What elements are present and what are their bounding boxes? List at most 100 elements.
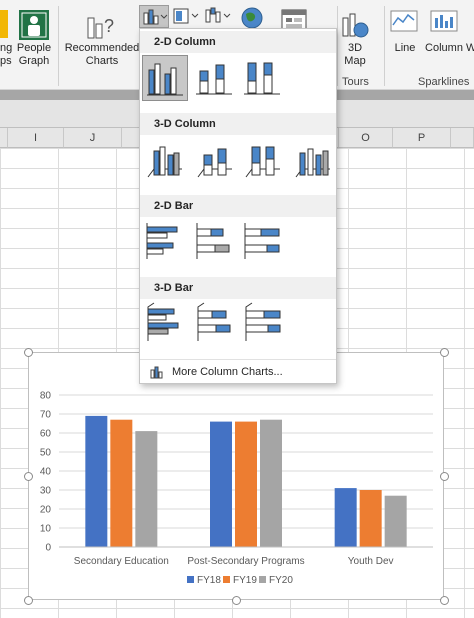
clustered-column-icon xyxy=(147,63,183,96)
column-header-p[interactable]: P xyxy=(393,128,451,148)
stacked-bar-icon xyxy=(196,223,230,259)
legend-swatch-fy19 xyxy=(223,576,230,583)
clustered-column-option[interactable] xyxy=(142,55,188,101)
legend-swatch-fy20 xyxy=(259,576,266,583)
3d-stacked-column-option[interactable] xyxy=(192,139,238,185)
bar-fy20-2[interactable] xyxy=(384,495,407,547)
sparkline-line-button[interactable]: Line xyxy=(390,10,420,56)
3d-100-stacked-column-option[interactable] xyxy=(240,139,286,185)
3d-column-option[interactable] xyxy=(290,139,336,185)
y-tick-label: 40 xyxy=(40,467,52,478)
chart-resize-handle-tl[interactable] xyxy=(24,348,33,357)
waterfall-chart-icon xyxy=(205,7,231,23)
recommended-charts-label: Recommended Charts xyxy=(64,42,140,67)
column-header-q[interactable] xyxy=(451,128,474,148)
3d-map-icon xyxy=(342,13,369,38)
3d-column-icon xyxy=(295,148,330,178)
column-chart[interactable]: 0 10 20 30 40 50 60 70 80 Secondary Education Post… xyxy=(28,352,444,600)
3d-clustered-column-option[interactable] xyxy=(142,139,188,185)
y-tick-label: 60 xyxy=(40,429,52,440)
maps-button[interactable] xyxy=(240,6,266,30)
bar-fy18-0[interactable] xyxy=(85,415,108,547)
column-header-n[interactable] xyxy=(337,128,339,148)
3d-clustered-column-icon xyxy=(147,146,182,178)
chart-resize-handle-br[interactable] xyxy=(440,596,449,605)
bar-fy19-2[interactable] xyxy=(359,490,382,547)
clustered-bar-option[interactable] xyxy=(142,219,188,265)
3d-clustered-bar-icon xyxy=(147,302,179,341)
x-category-label: Youth Dev xyxy=(348,556,394,567)
insert-column-chart-menu: 2-D Column 3-D Column xyxy=(139,28,337,384)
people-graph-button[interactable]: People Graph xyxy=(15,8,53,74)
clustered-bar-icon xyxy=(146,223,178,259)
menu-section-2d-column: 2-D Column xyxy=(140,31,336,53)
stacked-column-icon xyxy=(196,64,232,95)
svg-text:?: ? xyxy=(104,16,114,36)
100-stacked-bar-icon xyxy=(244,223,280,259)
recommended-charts-button[interactable]: ? Recommended Charts xyxy=(62,6,140,76)
more-column-charts-item[interactable]: More Column Charts... xyxy=(140,359,336,383)
pivot-chart-button[interactable] xyxy=(280,8,308,34)
3d-100-stacked-bar-option[interactable] xyxy=(240,301,286,347)
bar-fy20-1[interactable] xyxy=(260,419,282,547)
100-stacked-column-icon xyxy=(244,62,280,95)
bar-fy19-0[interactable] xyxy=(110,419,133,547)
chart-resize-handle-mr[interactable] xyxy=(440,472,449,481)
y-tick-label: 70 xyxy=(40,410,52,421)
sparkline-winloss-label-partial[interactable]: W xyxy=(466,42,474,54)
chart-resize-handle-tr[interactable] xyxy=(440,348,449,357)
sparkline-column-button[interactable]: Column xyxy=(424,10,464,56)
bar-fy19-1[interactable] xyxy=(235,421,257,547)
tours-group-label: Tours xyxy=(342,76,369,88)
3d-stacked-column-icon xyxy=(197,148,232,178)
stacked-column-option[interactable] xyxy=(192,55,238,101)
column-chart-icon xyxy=(143,9,168,25)
column-chart-dropdown[interactable] xyxy=(139,5,169,28)
bar-fy20-0[interactable] xyxy=(135,431,158,547)
sparkline-column-icon xyxy=(430,10,458,32)
x-category-label: Secondary Education xyxy=(74,556,169,567)
apps-button-partial[interactable]: ng ps xyxy=(0,42,13,67)
sparkline-line-label: Line xyxy=(394,42,416,54)
legend-label-fy18: FY18 xyxy=(197,575,221,586)
more-column-charts-label: More Column Charts... xyxy=(172,366,283,378)
chart-resize-handle-bl[interactable] xyxy=(24,596,33,605)
3d-stacked-bar-option[interactable] xyxy=(192,301,238,347)
column-header-o[interactable]: O xyxy=(339,128,393,148)
bar-fy18-2[interactable] xyxy=(334,488,357,547)
100-stacked-bar-option[interactable] xyxy=(240,219,286,265)
people-graph-label: People Graph xyxy=(16,42,52,67)
3d-map-label: 3D Map xyxy=(344,42,366,67)
chart-resize-handle-ml[interactable] xyxy=(24,472,33,481)
3d-clustered-bar-option[interactable] xyxy=(142,301,188,347)
menu-section-3d-bar: 3-D Bar xyxy=(140,277,336,299)
x-category-label: Post-Secondary Programs xyxy=(187,556,304,567)
pivot-chart-icon xyxy=(281,9,307,33)
y-tick-label: 50 xyxy=(40,448,52,459)
legend-swatch-fy18 xyxy=(187,576,194,583)
3d-100-stacked-bar-icon xyxy=(245,302,281,341)
legend-label-fy19: FY19 xyxy=(233,575,257,586)
bar-fy18-1[interactable] xyxy=(210,421,232,547)
column-header-j[interactable]: J xyxy=(64,128,122,148)
hierarchy-chart-icon xyxy=(173,8,199,24)
chart-resize-handle-bm[interactable] xyxy=(232,596,241,605)
hierarchy-chart-dropdown[interactable] xyxy=(172,6,202,28)
menu-section-3d-column: 3-D Column xyxy=(140,113,336,135)
recommended-charts-icon: ? xyxy=(87,16,114,39)
waterfall-chart-dropdown[interactable] xyxy=(204,6,234,28)
100-stacked-column-option[interactable] xyxy=(240,55,286,101)
app-icon[interactable] xyxy=(0,10,8,38)
stacked-bar-option[interactable] xyxy=(192,219,238,265)
column-header-i[interactable]: I xyxy=(8,128,64,148)
y-tick-label: 30 xyxy=(40,486,52,497)
sparkline-column-label: Column xyxy=(425,42,463,54)
people-graph-icon xyxy=(19,10,49,40)
3d-stacked-bar-icon xyxy=(197,302,231,341)
y-tick-label: 20 xyxy=(40,505,52,516)
sparkline-line-icon xyxy=(390,10,418,32)
3d-map-button[interactable]: 3D Map xyxy=(340,10,370,74)
globe-icon xyxy=(241,7,263,29)
column-header-blank[interactable] xyxy=(0,128,8,148)
menu-section-2d-bar: 2-D Bar xyxy=(140,195,336,217)
